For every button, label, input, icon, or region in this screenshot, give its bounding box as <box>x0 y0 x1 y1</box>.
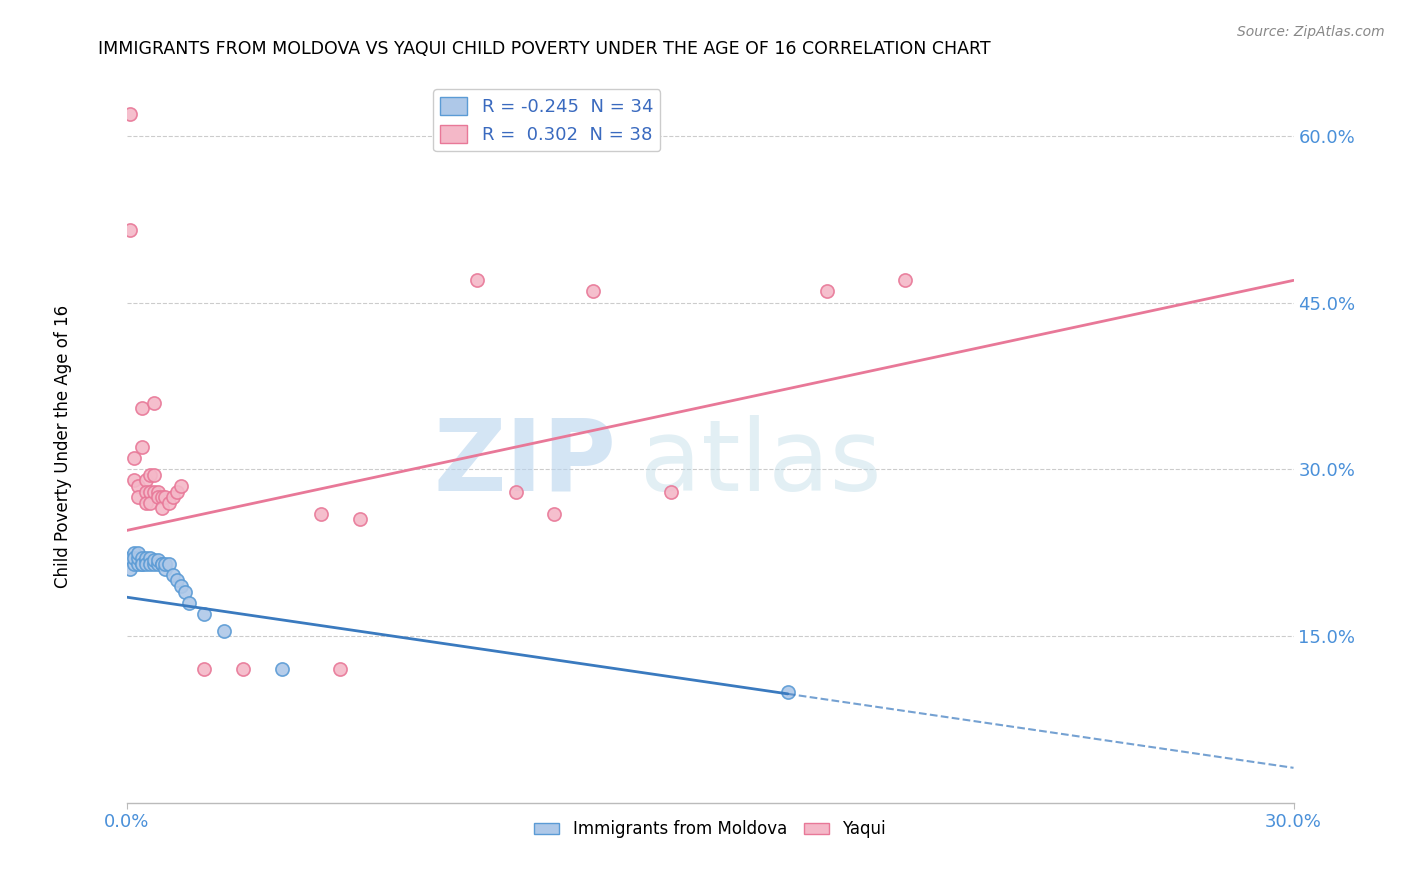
Point <box>465 273 488 287</box>
Point <box>659 484 682 499</box>
Point <box>170 579 193 593</box>
Point <box>150 557 173 571</box>
Point <box>131 551 153 566</box>
Point <box>193 607 215 621</box>
Point <box>174 584 197 599</box>
Point <box>127 479 149 493</box>
Point <box>893 273 915 287</box>
Point <box>271 662 294 676</box>
Point <box>135 484 157 499</box>
Point <box>157 557 180 571</box>
Point <box>142 553 165 567</box>
Point <box>124 551 146 566</box>
Point <box>349 512 371 526</box>
Point <box>139 496 162 510</box>
Point <box>177 596 200 610</box>
Point <box>120 562 142 576</box>
Point <box>146 553 169 567</box>
Point <box>127 546 149 560</box>
Point <box>329 662 352 676</box>
Text: Child Poverty Under the Age of 16: Child Poverty Under the Age of 16 <box>55 304 72 588</box>
Point <box>131 557 153 571</box>
Point <box>139 551 162 566</box>
Legend: Immigrants from Moldova, Yaqui: Immigrants from Moldova, Yaqui <box>527 814 893 845</box>
Point <box>131 401 153 416</box>
Point <box>193 662 215 676</box>
Text: IMMIGRANTS FROM MOLDOVA VS YAQUI CHILD POVERTY UNDER THE AGE OF 16 CORRELATION C: IMMIGRANTS FROM MOLDOVA VS YAQUI CHILD P… <box>98 40 991 58</box>
Point <box>815 285 838 299</box>
Point <box>127 551 149 566</box>
Point <box>139 484 162 499</box>
Point <box>212 624 235 638</box>
Point <box>135 557 157 571</box>
Point <box>135 474 157 488</box>
Point <box>146 484 169 499</box>
Point <box>776 684 799 698</box>
Point <box>127 490 149 504</box>
Point <box>157 496 180 510</box>
Point <box>582 285 605 299</box>
Point <box>162 568 184 582</box>
Point <box>124 557 146 571</box>
Point <box>142 467 165 482</box>
Text: ZIP: ZIP <box>434 415 617 512</box>
Point <box>139 467 162 482</box>
Point <box>135 551 157 566</box>
Point <box>139 557 162 571</box>
Point <box>150 490 173 504</box>
Point <box>135 496 157 510</box>
Point <box>120 551 142 566</box>
Point <box>135 553 157 567</box>
Point <box>150 557 173 571</box>
Point <box>170 479 193 493</box>
Point <box>232 662 254 676</box>
Point <box>142 557 165 571</box>
Point <box>124 474 146 488</box>
Point <box>124 546 146 560</box>
Point <box>131 557 153 571</box>
Point <box>142 484 165 499</box>
Text: atlas: atlas <box>640 415 882 512</box>
Text: Source: ZipAtlas.com: Source: ZipAtlas.com <box>1237 25 1385 39</box>
Point <box>309 507 332 521</box>
Point <box>166 574 188 588</box>
Point <box>155 490 177 504</box>
Point <box>131 440 153 454</box>
Point <box>505 484 527 499</box>
Point <box>142 395 165 409</box>
Point <box>146 557 169 571</box>
Point <box>124 451 146 466</box>
Point <box>120 106 142 120</box>
Point <box>155 562 177 576</box>
Point <box>120 223 142 237</box>
Point <box>127 557 149 571</box>
Point <box>146 490 169 504</box>
Point <box>155 557 177 571</box>
Point <box>543 507 565 521</box>
Point <box>150 501 173 516</box>
Point <box>166 484 188 499</box>
Point <box>162 490 184 504</box>
